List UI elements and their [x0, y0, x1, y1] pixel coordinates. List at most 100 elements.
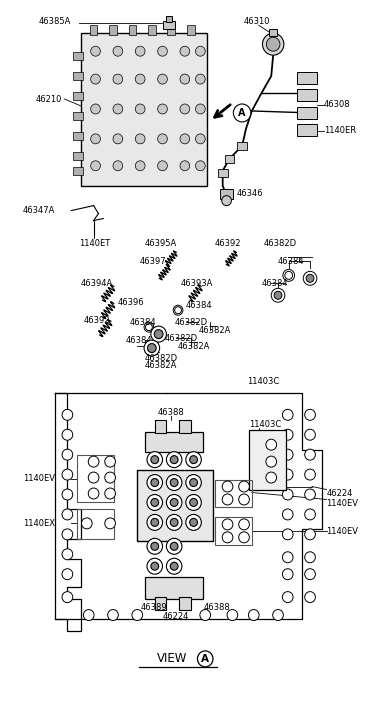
Text: 46382D: 46382D: [174, 318, 207, 326]
Text: 1140EV: 1140EV: [326, 527, 359, 536]
Circle shape: [283, 449, 293, 460]
Circle shape: [190, 456, 197, 464]
Text: 1140ER: 1140ER: [324, 126, 356, 135]
Bar: [73, 72, 83, 80]
Circle shape: [113, 134, 123, 144]
Circle shape: [283, 552, 293, 563]
Circle shape: [108, 609, 118, 621]
Circle shape: [91, 74, 100, 84]
Circle shape: [262, 33, 284, 55]
Circle shape: [167, 494, 182, 510]
Circle shape: [62, 529, 73, 540]
Circle shape: [222, 494, 233, 505]
Bar: [148, 25, 156, 35]
Bar: [269, 29, 277, 36]
Circle shape: [222, 196, 231, 206]
Circle shape: [105, 456, 115, 467]
Text: 46384: 46384: [126, 336, 152, 345]
Circle shape: [144, 322, 154, 332]
Circle shape: [190, 478, 197, 486]
Text: 46393A: 46393A: [181, 279, 213, 288]
Circle shape: [266, 439, 277, 450]
Circle shape: [151, 478, 158, 486]
Circle shape: [305, 592, 315, 603]
Circle shape: [147, 558, 163, 574]
Circle shape: [132, 609, 143, 621]
Bar: [73, 132, 83, 140]
Circle shape: [283, 592, 293, 603]
Circle shape: [283, 529, 293, 540]
Bar: [73, 152, 83, 160]
Circle shape: [266, 37, 280, 51]
Text: A: A: [201, 654, 209, 664]
Circle shape: [135, 104, 145, 114]
Circle shape: [62, 592, 73, 603]
Circle shape: [173, 305, 183, 316]
Circle shape: [180, 161, 190, 171]
Circle shape: [170, 456, 178, 464]
Circle shape: [186, 451, 201, 467]
Text: 46392: 46392: [215, 239, 242, 248]
Circle shape: [151, 542, 158, 550]
Circle shape: [283, 509, 293, 520]
Circle shape: [105, 488, 115, 499]
Text: 1140EX: 1140EX: [23, 519, 55, 528]
Circle shape: [227, 609, 238, 621]
Text: 46385A: 46385A: [38, 17, 71, 26]
Circle shape: [146, 324, 152, 331]
Circle shape: [195, 74, 205, 84]
Bar: [73, 92, 83, 100]
Circle shape: [147, 538, 163, 554]
Circle shape: [239, 532, 249, 543]
Circle shape: [154, 329, 163, 339]
Text: 1140EV: 1140EV: [23, 474, 55, 483]
Bar: [109, 25, 117, 35]
Circle shape: [105, 472, 115, 483]
Circle shape: [62, 409, 73, 420]
Circle shape: [266, 456, 277, 467]
Circle shape: [135, 161, 145, 171]
Circle shape: [147, 515, 163, 531]
Text: 46384: 46384: [186, 301, 212, 310]
Circle shape: [88, 472, 99, 483]
Circle shape: [303, 271, 317, 285]
Bar: [179, 597, 191, 610]
Circle shape: [305, 529, 315, 540]
Circle shape: [91, 134, 100, 144]
Text: 46395A: 46395A: [145, 239, 177, 248]
Circle shape: [62, 549, 73, 560]
Circle shape: [175, 307, 182, 313]
Circle shape: [222, 519, 233, 530]
Circle shape: [135, 47, 145, 56]
Circle shape: [113, 74, 123, 84]
Circle shape: [283, 429, 293, 441]
Circle shape: [170, 562, 178, 570]
Circle shape: [170, 518, 178, 526]
Circle shape: [180, 47, 190, 56]
Circle shape: [158, 134, 167, 144]
Circle shape: [135, 134, 145, 144]
Text: A: A: [238, 108, 246, 118]
Circle shape: [91, 161, 100, 171]
Circle shape: [273, 609, 283, 621]
Bar: [167, 25, 175, 35]
Text: 46224: 46224: [326, 489, 353, 498]
Text: 46224: 46224: [163, 611, 189, 621]
Circle shape: [88, 488, 99, 499]
Circle shape: [167, 558, 182, 574]
Circle shape: [151, 518, 158, 526]
Text: 46308: 46308: [324, 100, 350, 110]
Circle shape: [151, 499, 158, 507]
Bar: [167, 16, 172, 23]
Circle shape: [144, 340, 160, 356]
Text: 46394A: 46394A: [81, 279, 113, 288]
Text: 46384: 46384: [278, 257, 305, 266]
Circle shape: [306, 274, 314, 282]
Bar: [237, 142, 247, 150]
Circle shape: [274, 292, 282, 300]
Bar: [77, 510, 114, 539]
Circle shape: [197, 651, 213, 667]
Text: 46346: 46346: [236, 189, 263, 198]
Text: 46382D: 46382D: [164, 334, 198, 342]
Text: 46389: 46389: [141, 603, 167, 611]
